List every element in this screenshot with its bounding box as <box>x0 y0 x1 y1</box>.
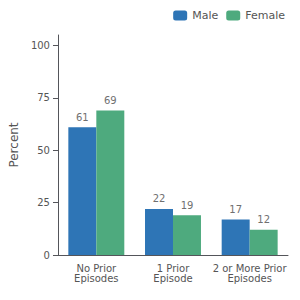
svg-text:25: 25 <box>37 197 50 208</box>
svg-text:19: 19 <box>181 200 194 211</box>
svg-text:Episodes: Episodes <box>74 273 118 284</box>
svg-text:17: 17 <box>229 204 242 215</box>
svg-text:50: 50 <box>37 145 50 156</box>
svg-text:22: 22 <box>153 193 166 204</box>
svg-text:100: 100 <box>31 40 50 51</box>
svg-text:Percent: Percent <box>7 122 21 167</box>
svg-text:1 Prior: 1 Prior <box>156 262 190 274</box>
svg-text:2 or More Prior: 2 or More Prior <box>212 262 287 274</box>
svg-text:Male: Male <box>192 9 218 22</box>
svg-text:12: 12 <box>257 214 270 225</box>
svg-text:Episodes: Episodes <box>227 273 271 284</box>
svg-text:Female: Female <box>245 9 285 22</box>
svg-text:61: 61 <box>76 112 89 123</box>
svg-text:0: 0 <box>44 250 50 261</box>
svg-text:No Prior: No Prior <box>76 262 117 274</box>
svg-text:69: 69 <box>104 95 117 106</box>
svg-text:Episode: Episode <box>153 273 192 284</box>
svg-text:75: 75 <box>37 92 50 103</box>
